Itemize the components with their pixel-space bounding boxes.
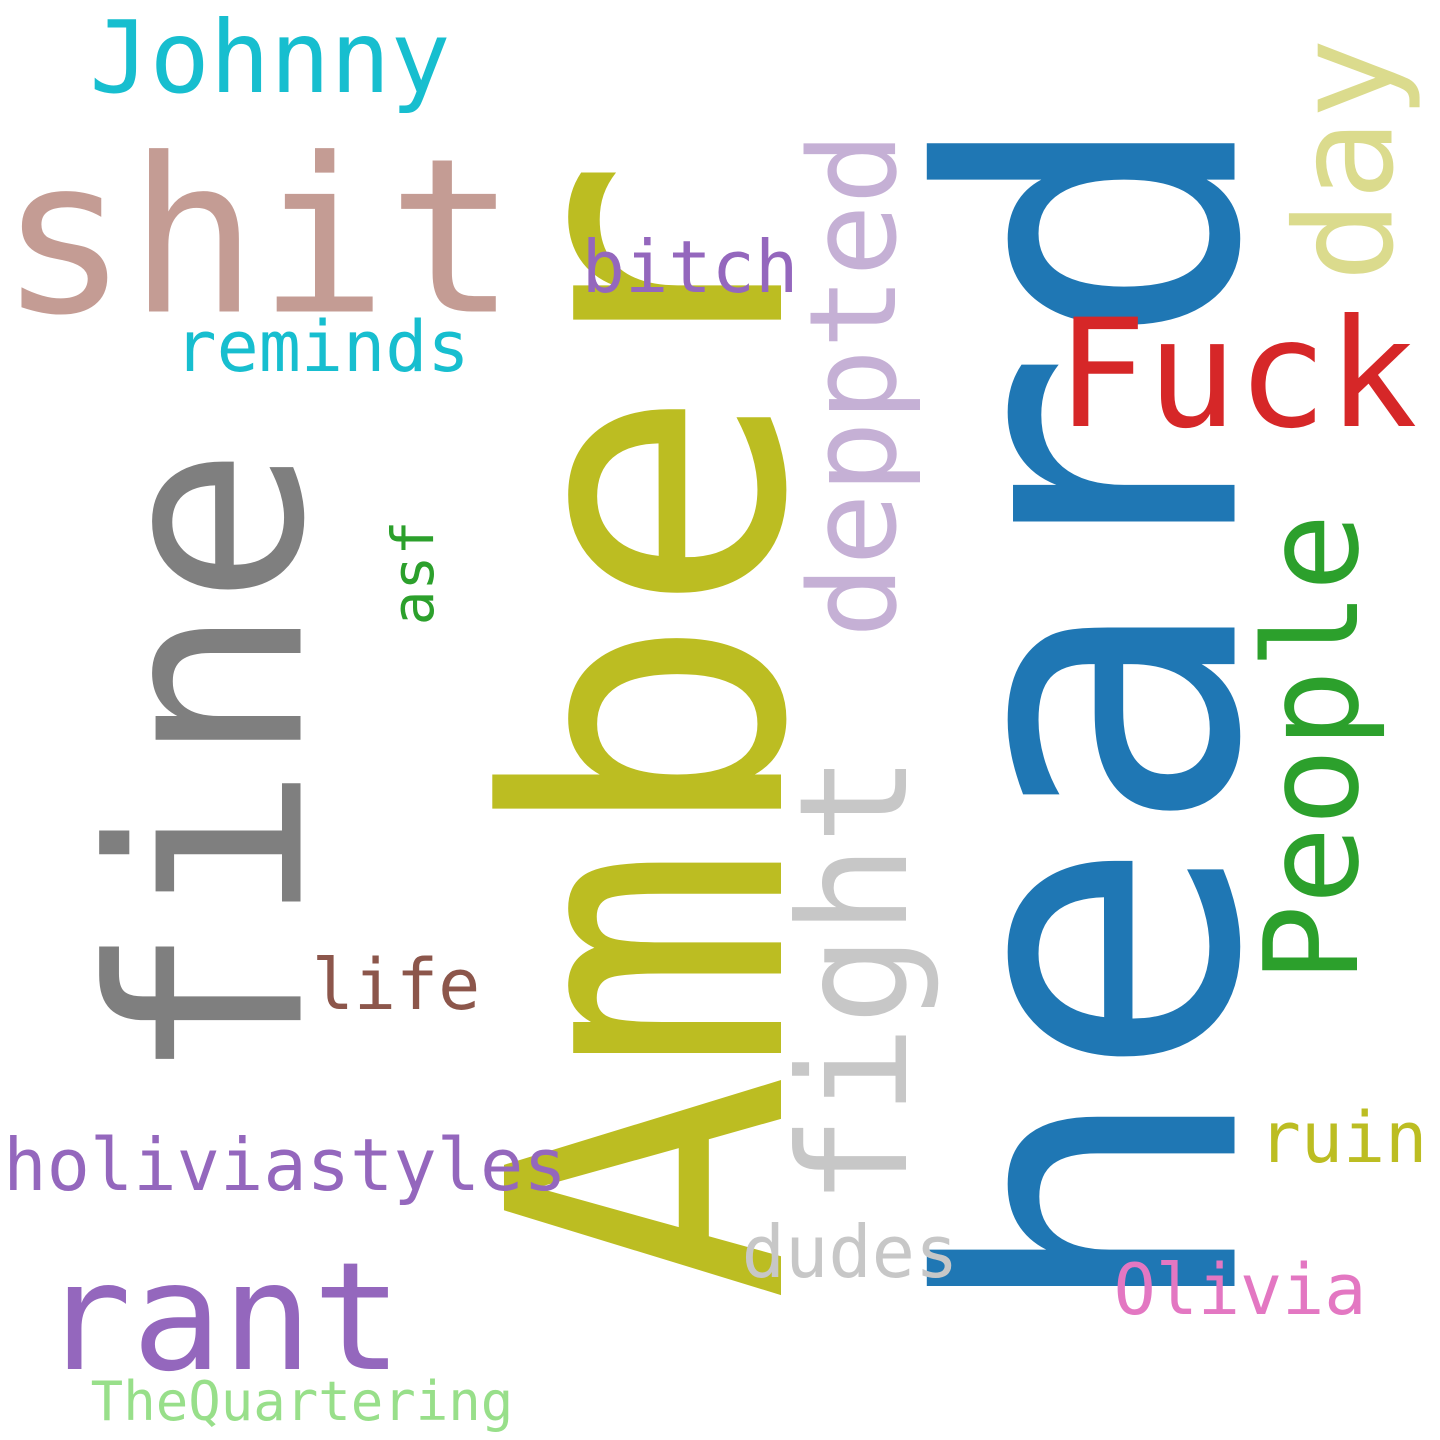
word-shit: shit bbox=[0, 111, 517, 363]
word-people: People bbox=[1236, 513, 1388, 983]
word-fight: fight bbox=[768, 754, 942, 1206]
word-reminds: reminds bbox=[174, 306, 470, 388]
word-johnny: Johnny bbox=[89, 0, 451, 116]
word-dudes: dudes bbox=[741, 1210, 959, 1294]
word-bitch: bitch bbox=[581, 225, 799, 309]
word-depp: deppted bbox=[785, 132, 924, 638]
word-day: day bbox=[1266, 38, 1424, 282]
word-asf: asf bbox=[379, 520, 447, 626]
word-life: life bbox=[311, 944, 481, 1026]
word-olivia: Olivia bbox=[1113, 1249, 1367, 1331]
word-fuck: Fuck bbox=[1056, 288, 1418, 462]
word-fine: fine bbox=[55, 445, 364, 1085]
word-rant: rant bbox=[41, 1231, 403, 1405]
word-ruin: ruin bbox=[1258, 1097, 1428, 1179]
word-thequartering: TheQuartering bbox=[90, 1370, 514, 1433]
word-holiviastyles: holiviastyles bbox=[3, 1123, 567, 1207]
